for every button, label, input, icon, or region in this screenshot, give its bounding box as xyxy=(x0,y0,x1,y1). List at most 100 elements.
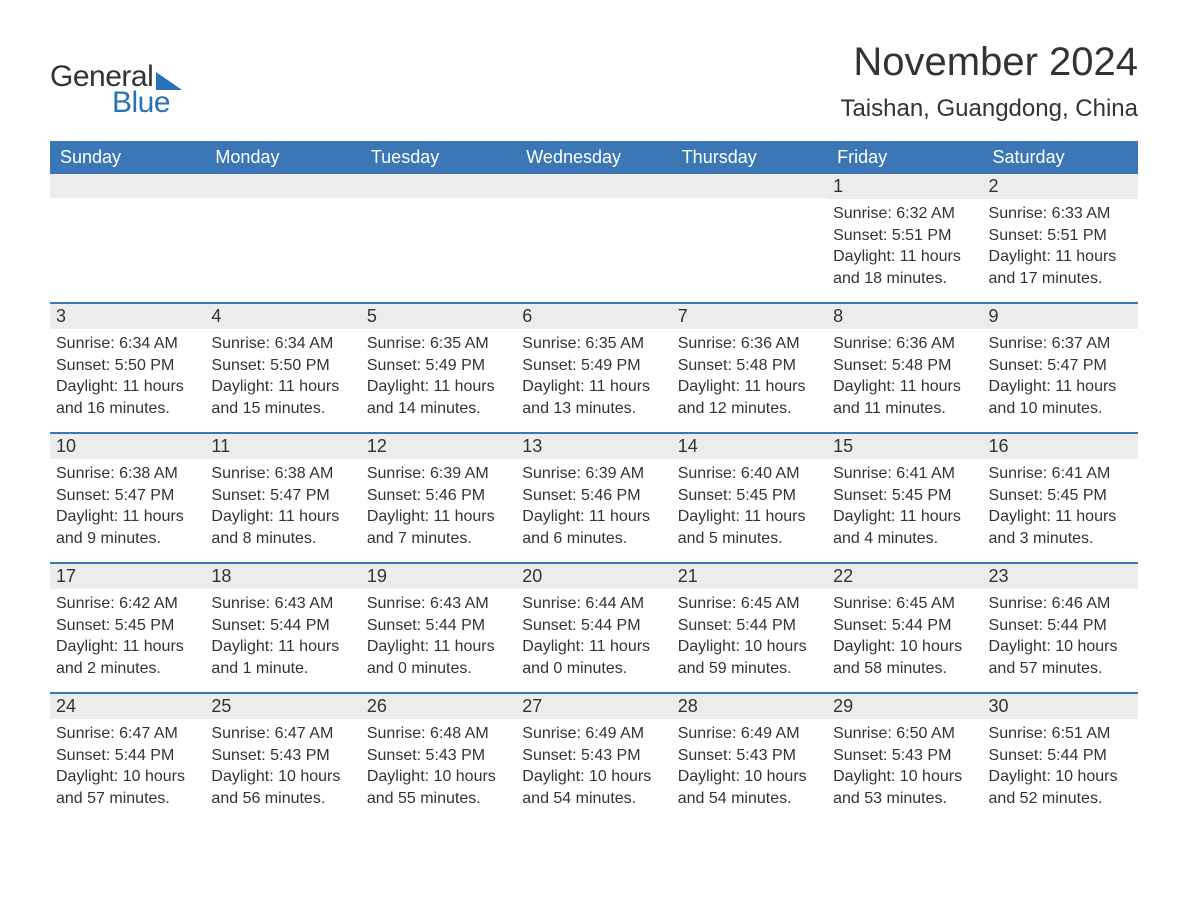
location-text: Taishan, Guangdong, China xyxy=(840,95,1138,123)
day-body: Sunrise: 6:50 AMSunset: 5:43 PMDaylight:… xyxy=(827,719,982,819)
sunset-text: Sunset: 5:44 PM xyxy=(56,745,199,767)
day-number-bar: 18 xyxy=(205,564,360,589)
sunrise-text: Sunrise: 6:40 AM xyxy=(678,463,821,485)
daylight-text: Daylight: 11 hours and 3 minutes. xyxy=(989,506,1132,549)
calendar-day-cell: 11Sunrise: 6:38 AMSunset: 5:47 PMDayligh… xyxy=(205,434,360,562)
sunrise-text: Sunrise: 6:39 AM xyxy=(367,463,510,485)
calendar-day-cell: 21Sunrise: 6:45 AMSunset: 5:44 PMDayligh… xyxy=(672,564,827,692)
daylight-text: Daylight: 10 hours and 55 minutes. xyxy=(367,766,510,809)
day-number-bar: 7 xyxy=(672,304,827,329)
sunrise-text: Sunrise: 6:47 AM xyxy=(56,723,199,745)
sunset-text: Sunset: 5:51 PM xyxy=(833,225,976,247)
daylight-text: Daylight: 11 hours and 6 minutes. xyxy=(522,506,665,549)
calendar-day-cell: 25Sunrise: 6:47 AMSunset: 5:43 PMDayligh… xyxy=(205,694,360,822)
sunset-text: Sunset: 5:48 PM xyxy=(678,355,821,377)
day-number-bar: 9 xyxy=(983,304,1138,329)
sunset-text: Sunset: 5:50 PM xyxy=(56,355,199,377)
calendar-day-cell: 12Sunrise: 6:39 AMSunset: 5:46 PMDayligh… xyxy=(361,434,516,562)
sunrise-text: Sunrise: 6:45 AM xyxy=(833,593,976,615)
calendar-day-cell: 15Sunrise: 6:41 AMSunset: 5:45 PMDayligh… xyxy=(827,434,982,562)
calendar-day-cell: 19Sunrise: 6:43 AMSunset: 5:44 PMDayligh… xyxy=(361,564,516,692)
day-number-bar xyxy=(50,174,205,198)
calendar-day-cell: 16Sunrise: 6:41 AMSunset: 5:45 PMDayligh… xyxy=(983,434,1138,562)
calendar-day-cell: 6Sunrise: 6:35 AMSunset: 5:49 PMDaylight… xyxy=(516,304,671,432)
daylight-text: Daylight: 11 hours and 9 minutes. xyxy=(56,506,199,549)
logo: General Blue xyxy=(50,40,182,120)
sunset-text: Sunset: 5:43 PM xyxy=(678,745,821,767)
calendar-day-cell: 13Sunrise: 6:39 AMSunset: 5:46 PMDayligh… xyxy=(516,434,671,562)
weekday-header: Tuesday xyxy=(361,141,516,174)
day-body: Sunrise: 6:43 AMSunset: 5:44 PMDaylight:… xyxy=(205,589,360,689)
day-body: Sunrise: 6:48 AMSunset: 5:43 PMDaylight:… xyxy=(361,719,516,819)
day-body: Sunrise: 6:34 AMSunset: 5:50 PMDaylight:… xyxy=(205,329,360,429)
day-number-bar: 11 xyxy=(205,434,360,459)
daylight-text: Daylight: 10 hours and 54 minutes. xyxy=(522,766,665,809)
sunset-text: Sunset: 5:45 PM xyxy=(56,615,199,637)
sunrise-text: Sunrise: 6:51 AM xyxy=(989,723,1132,745)
sunset-text: Sunset: 5:44 PM xyxy=(678,615,821,637)
daylight-text: Daylight: 11 hours and 4 minutes. xyxy=(833,506,976,549)
calendar-day-cell: 8Sunrise: 6:36 AMSunset: 5:48 PMDaylight… xyxy=(827,304,982,432)
day-body: Sunrise: 6:37 AMSunset: 5:47 PMDaylight:… xyxy=(983,329,1138,429)
sunrise-text: Sunrise: 6:35 AM xyxy=(367,333,510,355)
day-number-bar: 16 xyxy=(983,434,1138,459)
day-number-bar: 24 xyxy=(50,694,205,719)
day-number-bar: 29 xyxy=(827,694,982,719)
logo-blue-text: Blue xyxy=(112,86,170,120)
calendar-day-cell xyxy=(205,174,360,302)
sunset-text: Sunset: 5:48 PM xyxy=(833,355,976,377)
day-number-bar: 28 xyxy=(672,694,827,719)
sunrise-text: Sunrise: 6:46 AM xyxy=(989,593,1132,615)
daylight-text: Daylight: 11 hours and 14 minutes. xyxy=(367,376,510,419)
day-body: Sunrise: 6:49 AMSunset: 5:43 PMDaylight:… xyxy=(672,719,827,819)
day-number-bar: 12 xyxy=(361,434,516,459)
day-body: Sunrise: 6:38 AMSunset: 5:47 PMDaylight:… xyxy=(205,459,360,559)
calendar-day-cell xyxy=(361,174,516,302)
calendar-day-cell: 1Sunrise: 6:32 AMSunset: 5:51 PMDaylight… xyxy=(827,174,982,302)
sunset-text: Sunset: 5:47 PM xyxy=(989,355,1132,377)
daylight-text: Daylight: 11 hours and 0 minutes. xyxy=(522,636,665,679)
calendar-day-cell: 24Sunrise: 6:47 AMSunset: 5:44 PMDayligh… xyxy=(50,694,205,822)
calendar-day-cell: 9Sunrise: 6:37 AMSunset: 5:47 PMDaylight… xyxy=(983,304,1138,432)
day-number-bar: 4 xyxy=(205,304,360,329)
sunset-text: Sunset: 5:44 PM xyxy=(211,615,354,637)
day-number-bar: 26 xyxy=(361,694,516,719)
sunrise-text: Sunrise: 6:33 AM xyxy=(989,203,1132,225)
calendar-day-cell: 3Sunrise: 6:34 AMSunset: 5:50 PMDaylight… xyxy=(50,304,205,432)
calendar-week-row: 1Sunrise: 6:32 AMSunset: 5:51 PMDaylight… xyxy=(50,174,1138,302)
sunrise-text: Sunrise: 6:41 AM xyxy=(833,463,976,485)
calendar-day-cell: 7Sunrise: 6:36 AMSunset: 5:48 PMDaylight… xyxy=(672,304,827,432)
daylight-text: Daylight: 10 hours and 54 minutes. xyxy=(678,766,821,809)
weekday-header: Monday xyxy=(205,141,360,174)
header: General Blue November 2024 Taishan, Guan… xyxy=(50,40,1138,123)
day-body: Sunrise: 6:36 AMSunset: 5:48 PMDaylight:… xyxy=(672,329,827,429)
sunset-text: Sunset: 5:47 PM xyxy=(211,485,354,507)
day-number-bar: 25 xyxy=(205,694,360,719)
calendar-day-cell: 23Sunrise: 6:46 AMSunset: 5:44 PMDayligh… xyxy=(983,564,1138,692)
daylight-text: Daylight: 11 hours and 1 minute. xyxy=(211,636,354,679)
day-number-bar xyxy=(672,174,827,198)
day-body: Sunrise: 6:35 AMSunset: 5:49 PMDaylight:… xyxy=(361,329,516,429)
day-body: Sunrise: 6:44 AMSunset: 5:44 PMDaylight:… xyxy=(516,589,671,689)
day-body: Sunrise: 6:39 AMSunset: 5:46 PMDaylight:… xyxy=(516,459,671,559)
day-number-bar: 30 xyxy=(983,694,1138,719)
daylight-text: Daylight: 11 hours and 16 minutes. xyxy=(56,376,199,419)
day-number-bar: 27 xyxy=(516,694,671,719)
calendar-day-cell: 5Sunrise: 6:35 AMSunset: 5:49 PMDaylight… xyxy=(361,304,516,432)
sunset-text: Sunset: 5:50 PM xyxy=(211,355,354,377)
day-number-bar: 1 xyxy=(827,174,982,199)
daylight-text: Daylight: 11 hours and 15 minutes. xyxy=(211,376,354,419)
calendar-day-cell: 27Sunrise: 6:49 AMSunset: 5:43 PMDayligh… xyxy=(516,694,671,822)
day-body: Sunrise: 6:47 AMSunset: 5:44 PMDaylight:… xyxy=(50,719,205,819)
day-number-bar: 23 xyxy=(983,564,1138,589)
sunrise-text: Sunrise: 6:36 AM xyxy=(678,333,821,355)
sunrise-text: Sunrise: 6:45 AM xyxy=(678,593,821,615)
sunrise-text: Sunrise: 6:34 AM xyxy=(211,333,354,355)
calendar-day-cell xyxy=(50,174,205,302)
sunrise-text: Sunrise: 6:41 AM xyxy=(989,463,1132,485)
sunrise-text: Sunrise: 6:49 AM xyxy=(678,723,821,745)
daylight-text: Daylight: 11 hours and 12 minutes. xyxy=(678,376,821,419)
calendar-day-cell: 4Sunrise: 6:34 AMSunset: 5:50 PMDaylight… xyxy=(205,304,360,432)
sunset-text: Sunset: 5:44 PM xyxy=(833,615,976,637)
weekday-header: Friday xyxy=(827,141,982,174)
